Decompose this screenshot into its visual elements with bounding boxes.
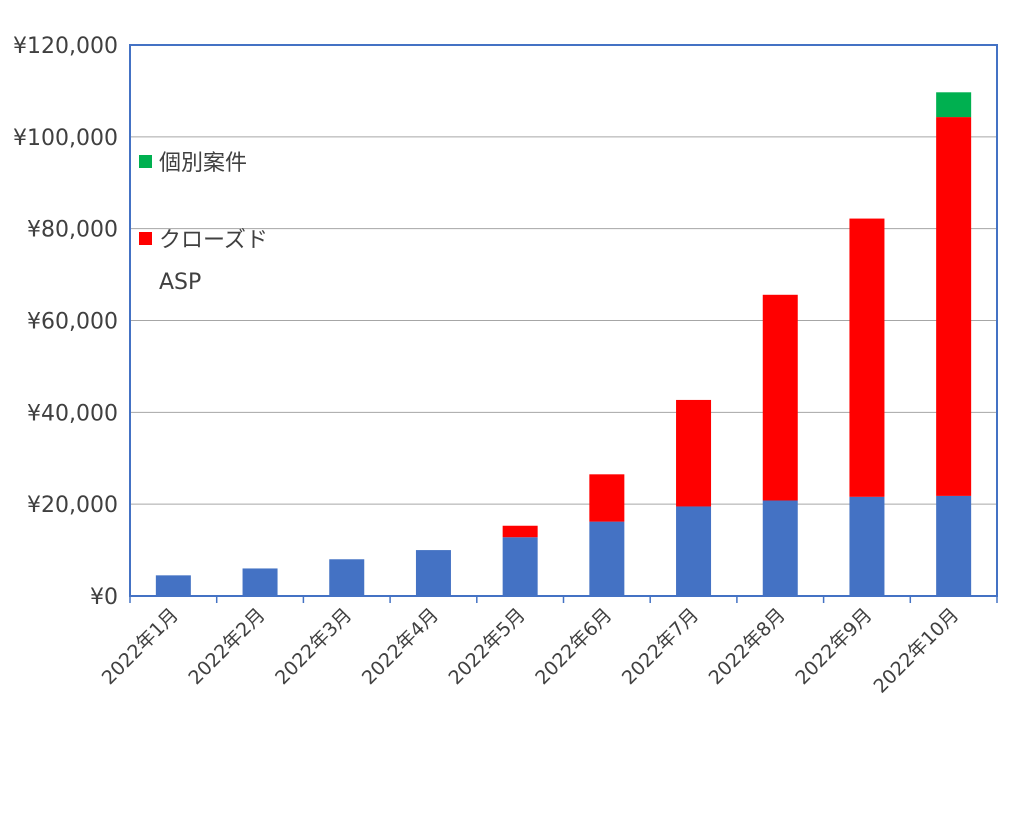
legend-label-line2: ASP bbox=[159, 270, 201, 295]
x-tick-label: 2022年3月 bbox=[271, 604, 356, 689]
bar-segment bbox=[676, 399, 712, 507]
y-tick-label: ¥60,000 bbox=[27, 310, 118, 335]
legend-swatch bbox=[139, 155, 152, 168]
bar-segment bbox=[415, 550, 451, 596]
bar-segment bbox=[502, 525, 538, 538]
y-tick-label: ¥80,000 bbox=[27, 218, 118, 243]
y-tick-label: ¥40,000 bbox=[27, 401, 118, 426]
y-axis-ticks: ¥0 ¥20,000 ¥40,000 ¥60,000 ¥80,000 ¥100,000 ¥1… bbox=[13, 34, 118, 610]
y-tick-label: ¥120,000 bbox=[13, 34, 118, 59]
bar-segment bbox=[849, 218, 885, 497]
bar-segment bbox=[589, 521, 625, 596]
bar-segment bbox=[676, 506, 712, 596]
bar-segment bbox=[936, 92, 972, 118]
x-tick-label: 2022年6月 bbox=[531, 604, 616, 689]
legend-label: クローズド bbox=[159, 228, 268, 253]
bar-segment bbox=[849, 496, 885, 596]
bars bbox=[155, 92, 972, 596]
x-tick-label: 2022年2月 bbox=[184, 604, 269, 689]
x-tick-label: 2022年10月 bbox=[869, 604, 963, 698]
bar-segment bbox=[936, 495, 972, 596]
y-tick-label: ¥0 bbox=[90, 585, 118, 610]
bar-segment bbox=[242, 568, 278, 596]
bar-segment bbox=[936, 117, 972, 496]
y-tick-label: ¥100,000 bbox=[13, 126, 118, 151]
x-tick-label: 2022年1月 bbox=[98, 604, 183, 689]
x-tick-label: 2022年7月 bbox=[618, 604, 703, 689]
bar-segment bbox=[762, 500, 798, 596]
legend-swatch bbox=[139, 232, 152, 245]
x-tick-label: 2022年5月 bbox=[445, 604, 530, 689]
bar-segment bbox=[502, 537, 538, 596]
bar-segment bbox=[762, 294, 798, 501]
x-tick-label: 2022年8月 bbox=[705, 604, 790, 689]
x-axis-ticks: 2022年1月 2022年2月 2022年3月 2022年4月 2022年5月 2022年… bbox=[98, 596, 998, 698]
legend-label: 個別案件 bbox=[159, 151, 247, 176]
x-tick-label: 2022年9月 bbox=[791, 604, 876, 689]
bar-segment bbox=[329, 559, 365, 596]
bar-segment bbox=[155, 575, 191, 596]
bar-segment bbox=[589, 474, 625, 522]
x-tick-label: 2022年4月 bbox=[358, 604, 443, 689]
y-tick-label: ¥20,000 bbox=[27, 493, 118, 518]
